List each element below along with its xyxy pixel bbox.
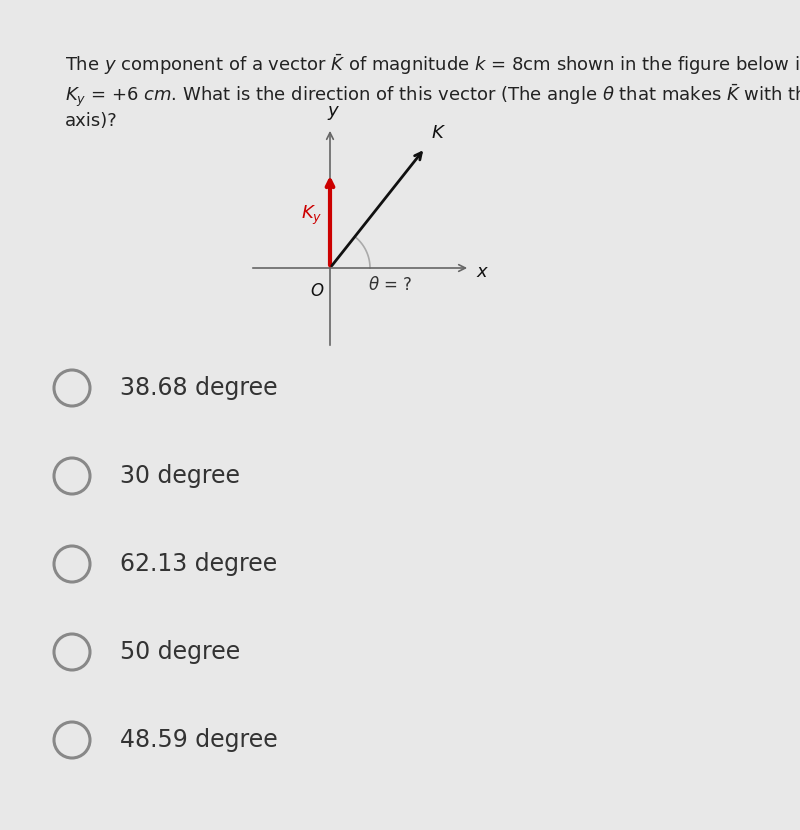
Text: $\theta$ = ?: $\theta$ = ?	[368, 276, 412, 294]
Text: $K$: $K$	[431, 124, 446, 142]
Text: $y$: $y$	[327, 104, 341, 122]
Text: $x$: $x$	[476, 263, 490, 281]
Text: 62.13 degree: 62.13 degree	[120, 552, 278, 576]
Text: $K_y$: $K_y$	[301, 204, 322, 227]
Text: 38.68 degree: 38.68 degree	[120, 376, 278, 400]
Text: $K_y$ = +6 $cm$. What is the direction of this vector (The angle $\theta$ that m: $K_y$ = +6 $cm$. What is the direction o…	[65, 82, 800, 109]
Text: axis)?: axis)?	[65, 112, 118, 130]
Text: 50 degree: 50 degree	[120, 640, 240, 664]
Text: $O$: $O$	[310, 282, 324, 300]
Text: The $y$ component of a vector $\bar{K}$ of magnitude $k$ = 8cm shown in the figu: The $y$ component of a vector $\bar{K}$ …	[65, 52, 800, 76]
Text: 30 degree: 30 degree	[120, 464, 240, 488]
Text: 48.59 degree: 48.59 degree	[120, 728, 278, 752]
